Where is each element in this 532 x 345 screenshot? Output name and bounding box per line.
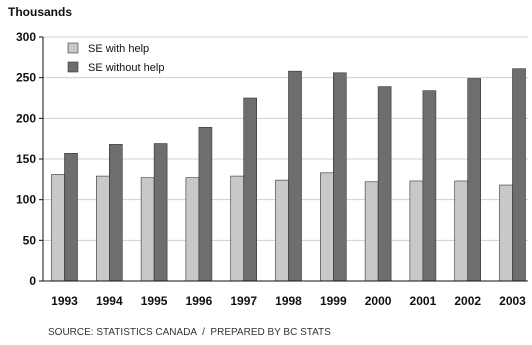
bar-se-with-help-1994 bbox=[96, 175, 110, 282]
y-tick-label: 200 bbox=[16, 111, 36, 125]
bar-se-without-help-1994 bbox=[109, 144, 123, 282]
axes bbox=[42, 37, 528, 282]
gridlines bbox=[43, 36, 528, 241]
x-tick-label: 1995 bbox=[141, 294, 168, 308]
bar-se-with-help-2000 bbox=[364, 181, 379, 282]
bar-se-without-help-2003 bbox=[512, 68, 526, 282]
bar-se-without-help-1993 bbox=[64, 153, 78, 282]
x-tick-label: 2002 bbox=[454, 294, 481, 308]
bar-se-with-help-1999 bbox=[319, 172, 334, 282]
y-axis-unit-label: Thousands bbox=[8, 5, 72, 19]
bar-se-without-help-2000 bbox=[377, 86, 392, 282]
x-tick-label: 2003 bbox=[499, 294, 526, 308]
bar-se-with-help-1997 bbox=[230, 175, 244, 282]
bar-se-without-help-1997 bbox=[243, 97, 257, 282]
x-tick-label: 2000 bbox=[365, 294, 392, 308]
bar-se-with-help-1998 bbox=[275, 179, 289, 282]
legend-label-se-with-help: SE with help bbox=[88, 43, 149, 55]
legend-label-se-without-help: SE without help bbox=[88, 62, 164, 74]
bars bbox=[51, 68, 526, 282]
bar-se-with-help-1996 bbox=[185, 177, 200, 282]
x-axis-labels: 1993 1994 1995 1996 1997 1998 1999 2000 2001 2002… bbox=[51, 294, 526, 308]
x-tick-label: 1999 bbox=[320, 294, 347, 308]
x-tick-label: 1997 bbox=[230, 294, 257, 308]
y-tick-label: 0 bbox=[29, 274, 36, 288]
y-tick-label: 150 bbox=[16, 152, 36, 166]
bar-se-with-help-2003 bbox=[499, 184, 513, 282]
y-tick-label: 300 bbox=[16, 30, 36, 44]
x-tick-label: 1993 bbox=[51, 294, 78, 308]
bar-se-without-help-2001 bbox=[422, 90, 437, 282]
y-tick-label: 50 bbox=[23, 233, 37, 247]
x-tick-label: 1998 bbox=[275, 294, 302, 308]
bar-se-without-help-1996 bbox=[198, 126, 213, 282]
legend-swatch-se-without-help bbox=[67, 61, 79, 73]
legend: SE with help SE without help bbox=[67, 42, 164, 74]
x-tick-label: 2001 bbox=[410, 294, 437, 308]
source-note: SOURCE: STATISTICS CANADA / PREPARED BY … bbox=[48, 327, 331, 338]
bar-se-without-help-1998 bbox=[288, 70, 302, 282]
bar-se-with-help-1993 bbox=[51, 174, 65, 282]
bar-se-with-help-2002 bbox=[454, 180, 469, 282]
y-tick-label: 100 bbox=[16, 193, 36, 207]
bar-se-with-help-2001 bbox=[409, 180, 424, 282]
legend-swatch-se-with-help bbox=[67, 42, 79, 54]
x-tick-label: 1996 bbox=[186, 294, 213, 308]
bar-se-without-help-2002 bbox=[467, 78, 482, 282]
bar-se-with-help-1995 bbox=[140, 177, 155, 282]
bar-se-without-help-1995 bbox=[153, 143, 168, 282]
bar-se-without-help-1999 bbox=[332, 72, 347, 282]
y-tick-label: 250 bbox=[16, 71, 36, 85]
y-axis-ticks: 0 50 100 150 200 250 300 bbox=[16, 30, 43, 288]
x-tick-label: 1994 bbox=[96, 294, 123, 308]
